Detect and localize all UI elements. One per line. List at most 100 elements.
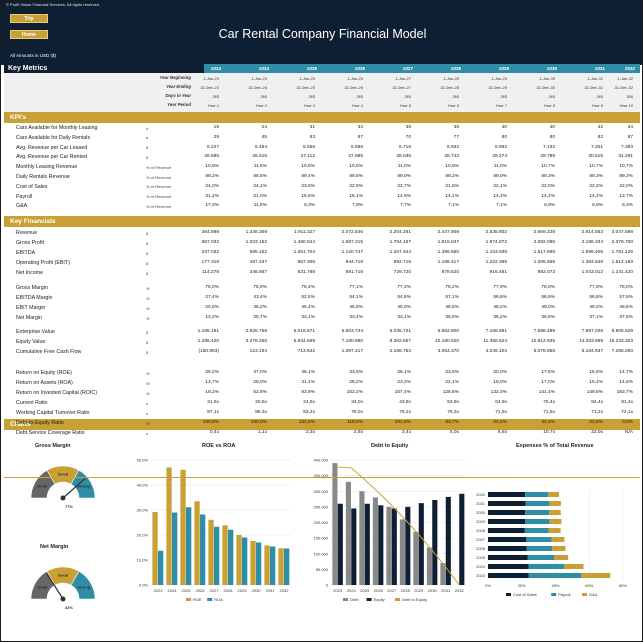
bar-cost-of-sales [488,491,526,498]
bar-equity [459,493,465,585]
gross-margin-chart-title: Gross Margin [35,443,71,449]
metric-value: 57,1% [445,295,459,300]
metric-value: 237.032 [201,250,219,255]
metric-value: 2.447.908 [437,230,459,235]
metric-value: 3.047.598 [611,230,633,235]
metric-value: 64,9x [495,400,507,405]
metric-value: 89,3% [619,174,633,179]
metric-value: 21,0% [253,193,267,199]
metric-value: 2.204.261 [389,230,411,235]
bar-payroll [526,545,553,552]
y-tick-label: 2028 [476,528,486,533]
metric-unit: $ [146,329,149,335]
metric-value: 33,1% [301,315,315,320]
metric-value: 2.072.546 [341,230,363,235]
metric-label: Debt-to-Equity Ratio [16,420,64,426]
metric-value: 45,4% [301,305,315,310]
legend-label: Debt to Equity [402,597,427,602]
bar-equity [337,503,343,585]
metric-value: 2,3x [305,430,315,435]
metric-value: 14,2% [589,193,603,199]
metric-value: 1.384.548 [581,260,603,265]
year-row-value: 31-Dec-27 [392,84,411,90]
metric-value: 916.481 [489,270,507,275]
year-row-value: 31-Dec-24 [248,84,267,90]
bar-roe [264,545,270,585]
metric-value: 2.082.096 [533,240,555,245]
metric-value: 11,5% [253,203,267,209]
year-row-label: Year Period [167,102,191,107]
metric-unit: % of Revenue [146,203,172,209]
metric-value: 27,4% [205,295,219,300]
bar-g-a [551,536,565,543]
metric-value: 29,2% [205,370,219,375]
bar-roa [242,537,248,585]
metric-value: 23,6% [301,183,315,189]
metric-value: 6.716 [398,144,411,150]
metric-value: 1.915.047 [437,240,459,245]
metric-value: 26.516 [252,154,267,160]
metric-value: 878.620 [441,270,459,275]
year-2031: 2031 [594,66,605,71]
x-tick-label: 2028 [224,588,234,593]
metric-value: 631.768 [297,270,315,275]
metric-value: 52,5% [301,295,315,300]
x-tick-label: 2026 [196,588,206,593]
year-row-label: Days in Year [165,93,191,98]
metric-value: 101,8% [394,420,411,425]
metric-value: 10,7% [589,164,603,170]
metric-value: 6.992 [494,144,507,150]
bar-roe [152,512,158,585]
year-row-value: Year 10 [619,102,633,108]
year-row-value: 365 [596,93,603,99]
metric-label: Cars Available for Monthly Leasing [16,125,98,131]
year-row-value: 1-Jan-29 [491,75,507,81]
metric-value: 10,7% [619,164,633,170]
metric-value: 76,4% [301,285,315,290]
year-2030: 2030 [546,66,557,71]
bar-equity [445,496,451,585]
metric-label: Revenue [16,230,38,236]
year-row-value: 1-Jan-25 [299,75,315,81]
metric-value: 31,1% [301,380,315,385]
metric-unit: % [146,380,150,386]
metric-value: 46,1% [301,370,315,375]
metric-value: 6.035.721 [389,329,411,334]
metric-value: 40 [549,125,555,130]
metric-value: 45 [261,134,267,140]
metric-value: 87 [627,134,633,140]
bar-debt [372,497,378,585]
metric-value: 3.276.256 [245,339,267,344]
bar-g-a [549,518,562,525]
metric-value: 14.333.689 [578,339,603,344]
metric-value: 89,5% [349,174,363,179]
metric-value: 84,4x [591,400,603,405]
metric-value: 35,9% [445,315,459,320]
metric-value: 177.318 [201,260,219,265]
year-row-value: Year 1 [207,102,219,108]
metric-label: Debt Service Coverage Ratio [16,430,85,436]
metric-value: 22,7% [397,183,411,189]
trip-button[interactable]: Trip [10,14,48,23]
metric-unit: % [146,420,150,426]
x-tick-label: 80% [619,583,627,588]
gross-margin-gauge: Weak Good Strong 77% [30,465,96,509]
legend-label: G&A [589,592,598,597]
home-button[interactable]: Home [10,30,48,39]
bar-roa [186,507,192,585]
metric-value: 10.180.620 [434,339,459,344]
bar-equity [418,503,424,585]
bar-roa [284,548,290,585]
y-tick-label: 30,0% [137,508,149,513]
amounts-note: All Amounts in USD ($) [10,53,57,58]
metric-value: 992.716 [393,260,411,265]
metric-value: 3.054.370 [437,349,459,354]
metric-value: 16.233.323 [608,339,633,344]
metric-value: 10,8% [205,164,219,170]
metric-value: 72,1x [621,410,633,415]
bar-debt [426,547,432,585]
metric-value: 31.291 [618,154,633,160]
legend-swatch [506,593,511,596]
metric-value: 75,9% [253,285,267,290]
bar-equity [391,508,397,585]
